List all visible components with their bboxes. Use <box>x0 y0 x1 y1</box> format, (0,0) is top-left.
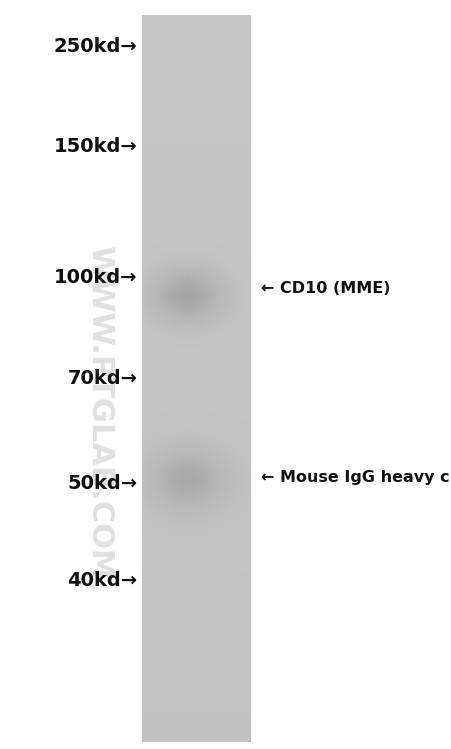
Text: 150kd→: 150kd→ <box>54 136 138 156</box>
Text: WWW.PTGLAB.COM: WWW.PTGLAB.COM <box>85 245 114 579</box>
Text: 100kd→: 100kd→ <box>54 267 138 287</box>
Text: 40kd→: 40kd→ <box>68 571 138 590</box>
Text: 70kd→: 70kd→ <box>68 369 138 388</box>
Text: ← Mouse IgG heavy chain: ← Mouse IgG heavy chain <box>261 470 451 485</box>
Text: ← CD10 (MME): ← CD10 (MME) <box>261 281 390 296</box>
Text: 50kd→: 50kd→ <box>68 473 138 493</box>
Text: 250kd→: 250kd→ <box>54 37 138 56</box>
